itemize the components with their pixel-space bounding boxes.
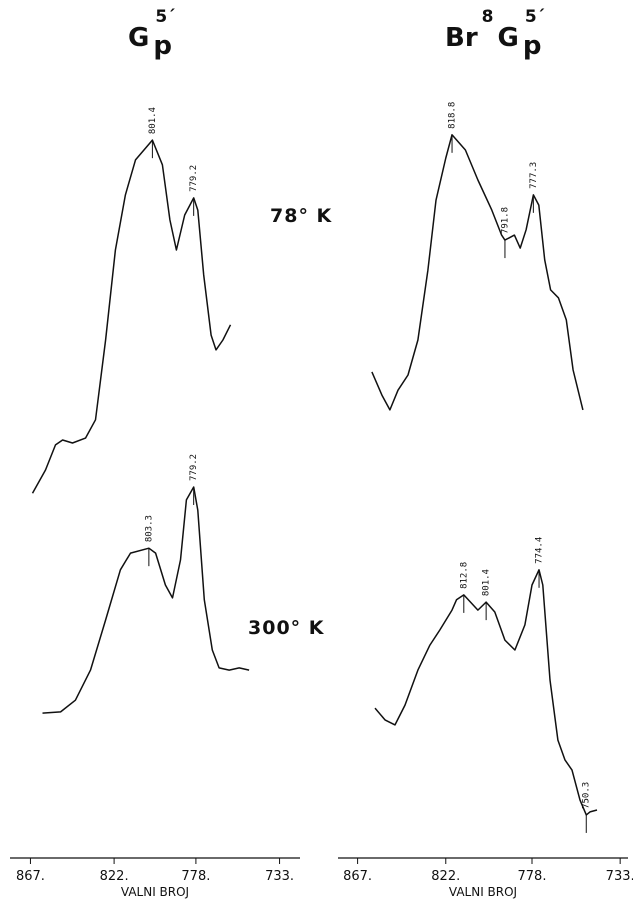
temperature-label: 78° K xyxy=(270,205,333,227)
chart-title: 8 xyxy=(482,7,494,27)
chart-title: G xyxy=(497,23,518,53)
spectrum-line xyxy=(42,486,250,714)
chart-title: p xyxy=(153,31,172,61)
peak-label: 774.4 xyxy=(535,537,545,564)
chart-title: Br xyxy=(445,23,478,53)
chart-title: 5´ xyxy=(525,7,545,27)
chart-title: G xyxy=(128,23,149,53)
peak-label: 812.8 xyxy=(459,562,469,589)
peak-label: 750.3 xyxy=(582,782,592,809)
temperature-label: 300° K xyxy=(248,617,325,639)
x-tick-label: 778. xyxy=(181,869,210,884)
spectrum-line xyxy=(31,139,232,494)
spectrum-line xyxy=(371,134,584,411)
peak-label: 801.4 xyxy=(482,569,492,596)
x-tick-label: 867. xyxy=(16,869,45,884)
x-axis-label: VALNI BROJ xyxy=(121,885,189,899)
peak-label: 779.2 xyxy=(189,165,199,192)
x-tick-label: 733. xyxy=(606,869,633,884)
peak-label: 818.8 xyxy=(448,102,458,129)
peak-label: 801.4 xyxy=(148,107,158,134)
chart-title: p xyxy=(523,31,542,61)
x-tick-label: 822. xyxy=(431,869,460,884)
x-tick-label: 778. xyxy=(518,869,547,884)
chart-title: 5´ xyxy=(155,7,175,27)
x-tick-label: 733. xyxy=(265,869,294,884)
peak-label: 791.8 xyxy=(500,207,510,234)
peak-label: 779.2 xyxy=(189,454,199,481)
peak-label: 777.3 xyxy=(529,162,539,189)
x-tick-label: 867. xyxy=(343,869,372,884)
x-axis-label: VALNI BROJ xyxy=(449,885,517,899)
x-tick-label: 822. xyxy=(100,869,129,884)
peak-label: 803.3 xyxy=(144,515,154,542)
spectrum-line xyxy=(374,569,598,816)
